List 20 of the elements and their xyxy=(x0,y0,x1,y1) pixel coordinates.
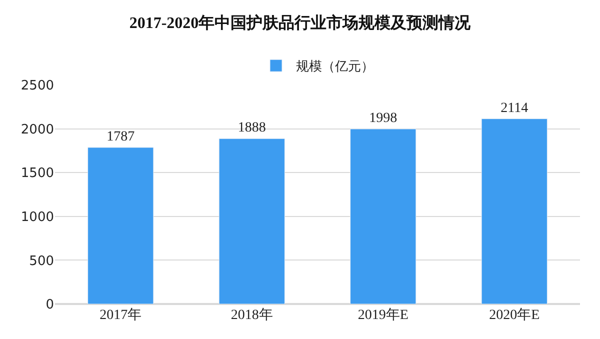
bar xyxy=(350,128,416,304)
legend-label: 规模（亿元） xyxy=(296,60,374,75)
x-tick-label: 2020年E xyxy=(489,307,540,323)
y-tick-label: 1000 xyxy=(20,210,54,225)
bar xyxy=(481,118,548,304)
x-tick-label: 2018年 xyxy=(230,307,273,323)
chart-title: 2017-2020年中国护肤品行业市场规模及预测情况 xyxy=(129,14,472,32)
y-tick-label: 500 xyxy=(29,254,54,269)
x-tick-label: 2017年 xyxy=(100,307,142,323)
bar xyxy=(218,138,285,304)
bar xyxy=(88,147,154,304)
y-tick-label: 2500 xyxy=(20,78,54,94)
data-label: 1888 xyxy=(238,120,266,136)
y-tick-label: 2000 xyxy=(20,122,54,138)
data-label: 1787 xyxy=(106,129,135,144)
y-tick-label: 0 xyxy=(46,298,54,313)
x-tick-label: 2019年E xyxy=(358,307,408,323)
data-label: 1998 xyxy=(369,110,398,126)
data-label: 2114 xyxy=(500,100,528,116)
y-tick-label: 1500 xyxy=(20,166,54,182)
